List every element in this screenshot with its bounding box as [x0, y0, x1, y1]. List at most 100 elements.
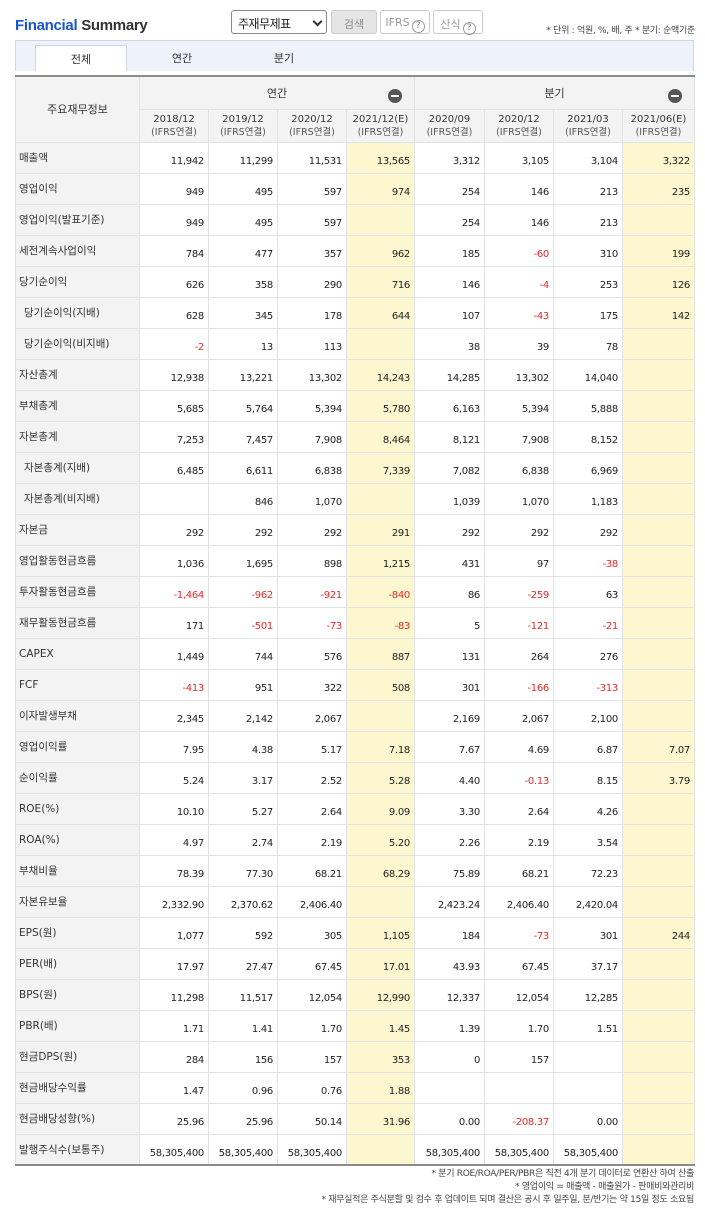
- row-label: 발행주식수(보통주): [15, 1133, 140, 1166]
- table-cell: 292: [277, 513, 347, 546]
- collapse-annual-icon[interactable]: [388, 89, 402, 103]
- table-cell: 301: [414, 668, 485, 701]
- table-cell: 2,370.62: [208, 885, 278, 918]
- row-label: EPS(원): [15, 916, 140, 949]
- period-label: 2020/12: [498, 113, 540, 125]
- table-cell: 8,464: [346, 420, 415, 453]
- table-cell: 495: [208, 203, 278, 236]
- ifrs-label: IFRS: [385, 16, 410, 29]
- table-cell: 1,183: [553, 482, 623, 515]
- table-cell: 253: [553, 265, 623, 298]
- ifrs-help-button[interactable]: IFRS?: [380, 10, 430, 34]
- statement-type-select[interactable]: 주재무제표: [231, 10, 327, 34]
- collapse-quarter-icon[interactable]: [668, 89, 682, 103]
- row-label: 부채비율: [15, 854, 140, 887]
- row-label: 이자발생부채: [15, 699, 140, 732]
- table-cell: 6,838: [484, 451, 554, 484]
- table-cell: 5,685: [139, 389, 209, 422]
- table-cell: 12,054: [277, 978, 347, 1011]
- statement-type-value: 주재무제표: [238, 17, 291, 31]
- table-cell: -38: [553, 544, 623, 577]
- table-cell: 7,457: [208, 420, 278, 453]
- row-label: PER(배): [15, 947, 140, 980]
- row-label: 현금DPS(원): [15, 1040, 140, 1073]
- table-cell: 78: [553, 327, 623, 360]
- table-cell: 3,105: [484, 141, 554, 174]
- table-cell: 1.71: [139, 1009, 209, 1042]
- table-row: 순이익률 5.24 3.17 2.52 5.28 4.40 -0.13 8.15 3.79: [15, 761, 695, 794]
- table-cell: -501: [208, 606, 278, 639]
- table-cell: [622, 854, 695, 887]
- table-cell: 292: [208, 513, 278, 546]
- table-row: 부채총계 5,685 5,764 5,394 5,780 6,163 5,394 5,888: [15, 389, 695, 422]
- table-cell: 6,611: [208, 451, 278, 484]
- table-row: 현금배당수익률 1.47 0.96 0.76 1.88: [15, 1071, 695, 1104]
- table-cell: 6,485: [139, 451, 209, 484]
- formula-help-button[interactable]: 산식?: [433, 10, 483, 35]
- search-button[interactable]: 검색: [331, 10, 377, 34]
- table-cell: 628: [139, 296, 209, 329]
- row-label: 자산총계: [15, 358, 140, 391]
- table-row: 자본유보율 2,332.90 2,370.62 2,406.40 2,423.24 2,4…: [15, 885, 695, 918]
- table-cell: 11,298: [139, 978, 209, 1011]
- period-basis: (IFRS연결): [496, 126, 542, 138]
- table-cell: 58,305,400: [277, 1133, 347, 1166]
- row-label: 당기순이익(비지배): [15, 327, 140, 360]
- page-title: Financial Summary: [15, 17, 148, 34]
- table-cell: 254: [414, 172, 485, 205]
- table-cell: 68.21: [484, 854, 554, 887]
- row-label: 투자활동현금흐름: [15, 575, 140, 608]
- top-bar: Financial Summary 주재무제표 검색 IFRS? 산식? * 단…: [0, 0, 705, 40]
- table-cell: [622, 792, 695, 825]
- table-cell: 31.96: [346, 1102, 415, 1135]
- table-row: 현금DPS(원) 284 156 157 353 0 157: [15, 1040, 695, 1073]
- table-row: 자본총계(지배) 6,485 6,611 6,838 7,339 7,082 6,838 6,…: [15, 451, 695, 484]
- table-cell: 157: [277, 1040, 347, 1073]
- table-cell: 431: [414, 544, 485, 577]
- table-cell: -73: [277, 606, 347, 639]
- table-cell: -1,464: [139, 575, 209, 608]
- table-cell: 1.70: [484, 1009, 554, 1042]
- period-header: 2019/12 (IFRS연결): [208, 108, 278, 143]
- table-cell: [414, 1071, 485, 1104]
- table-cell: 4.40: [414, 761, 485, 794]
- table-cell: [622, 1133, 695, 1166]
- table-cell: 1.47: [139, 1071, 209, 1104]
- table-cell: 58,305,400: [484, 1133, 554, 1166]
- period-header: 2021/03 (IFRS연결): [553, 108, 623, 143]
- table-cell: 1.39: [414, 1009, 485, 1042]
- table-cell: 2,332.90: [139, 885, 209, 918]
- row-label: 현금배당성향(%): [15, 1102, 140, 1135]
- table-cell: 254: [414, 203, 485, 236]
- table-cell: 5.24: [139, 761, 209, 794]
- table-cell: 2,406.40: [484, 885, 554, 918]
- table-cell: [622, 513, 695, 546]
- tab-all[interactable]: 전체: [35, 45, 127, 72]
- table-cell: 178: [277, 296, 347, 329]
- table-cell: 353: [346, 1040, 415, 1073]
- table-row: 자본총계(비지배) 846 1,070 1,039 1,070 1,183: [15, 482, 695, 515]
- row-label: 자본금: [15, 513, 140, 546]
- table-cell: 644: [346, 296, 415, 329]
- row-label: BPS(원): [15, 978, 140, 1011]
- table-cell: -43: [484, 296, 554, 329]
- table-cell: [622, 947, 695, 980]
- table-cell: 11,517: [208, 978, 278, 1011]
- tab-annual[interactable]: 연간: [171, 52, 193, 65]
- table-cell: [346, 699, 415, 732]
- table-row: 이자발생부채 2,345 2,142 2,067 2,169 2,067 2,100: [15, 699, 695, 732]
- table-cell: 68.21: [277, 854, 347, 887]
- row-label: 현금배당수익률: [15, 1071, 140, 1104]
- table-cell: 4.69: [484, 730, 554, 763]
- table-cell: 3.17: [208, 761, 278, 794]
- table-cell: -60: [484, 234, 554, 267]
- table-cell: [622, 451, 695, 484]
- table-row: 당기순이익(비지배) -2 13 113 38 39 78: [15, 327, 695, 360]
- table-cell: 6.87: [553, 730, 623, 763]
- period-header: 2020/09 (IFRS연결): [414, 108, 485, 143]
- row-label: 자본총계(지배): [15, 451, 140, 484]
- table-cell: 7.67: [414, 730, 485, 763]
- table-cell: [622, 544, 695, 577]
- table-cell: 2,406.40: [277, 885, 347, 918]
- tab-quarter[interactable]: 분기: [273, 52, 295, 65]
